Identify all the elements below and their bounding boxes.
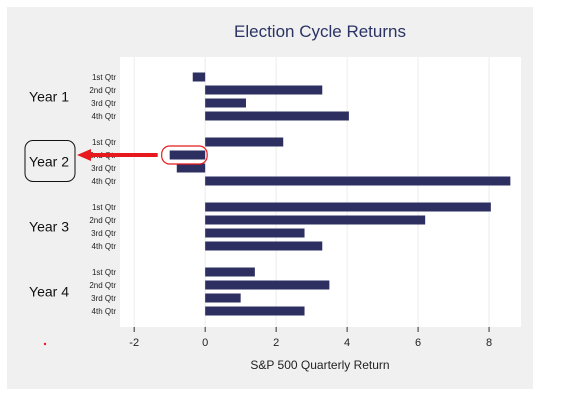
bar [205,306,305,316]
bar [205,215,426,225]
annotation-arrow-head [77,149,91,161]
bar [205,280,330,290]
bar [192,72,206,82]
group-label: Year 2 [29,154,69,170]
category-label: 1st Qtr [92,73,116,82]
chart-title: Election Cycle Returns [234,22,406,41]
category-label: 4th Qtr [92,112,117,121]
category-label: 2nd Qtr [89,216,116,225]
bar [205,98,246,108]
x-tick-label: 6 [415,337,421,349]
x-tick-label: 8 [486,337,492,349]
x-tick-label: 0 [202,337,208,349]
category-label: 3rd Qtr [91,294,116,303]
category-label: 3rd Qtr [91,164,116,173]
category-label: 1st Qtr [92,268,116,277]
annotation-oval [161,145,208,165]
bar [205,137,284,147]
bar [176,163,206,173]
bar [205,267,255,277]
category-label: 3rd Qtr [91,229,116,238]
x-tick-label: 4 [344,337,350,349]
bar [205,85,323,95]
category-label: 1st Qtr [92,138,116,147]
chart-frame: -2 0 2 4 6 8 1st Qtr 2nd Qtr 3rd Qtr 4th Qtr Year … [7,7,533,389]
bar [205,176,511,186]
category-label: 3rd Qtr [91,99,116,108]
annotation-layer [24,140,208,182]
chart-svg: -2 0 2 4 6 8 1st Qtr 2nd Qtr 3rd Qtr 4th Qtr Year … [24,22,521,372]
group-label: Year 4 [29,284,69,300]
bar [205,293,241,303]
stray-dot [43,342,47,346]
bar [169,150,206,160]
bar [205,202,491,212]
group-highlight-box [24,140,76,182]
bar [205,111,349,121]
group-label: Year 1 [29,89,69,105]
category-label: 1st Qtr [92,203,116,212]
category-label: 4th Qtr [92,177,117,186]
category-label: 4th Qtr [92,242,117,251]
category-label: 2nd Qtr [89,281,116,290]
bars-layer [169,72,511,316]
labels-layer: -2 0 2 4 6 8 1st Qtr 2nd Qtr 3rd Qtr 4th Qtr Year … [29,73,492,349]
bar [205,241,323,251]
x-axis-label: S&P 500 Quarterly Return [250,358,389,372]
category-label: 4th Qtr [92,307,117,316]
bar [205,228,305,238]
group-label: Year 3 [29,219,69,235]
x-tick-label: -2 [129,337,139,349]
category-label: 2nd Qtr [89,86,116,95]
x-tick-label: 2 [273,337,279,349]
